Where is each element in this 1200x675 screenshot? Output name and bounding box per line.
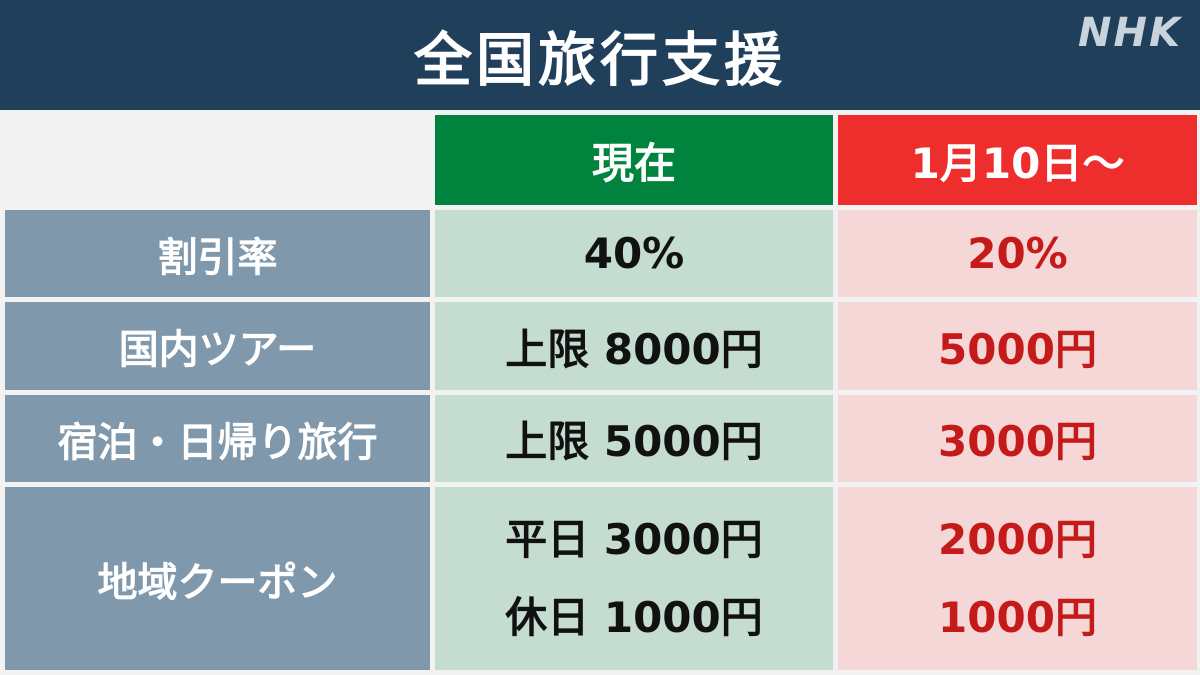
row-label: 割引率 (5, 210, 430, 297)
new-value: 5000円 (838, 302, 1197, 390)
current-value: 40% (435, 210, 833, 297)
weekday-value: 平日 3000円 (505, 514, 763, 564)
row-label: 国内ツアー (5, 302, 430, 390)
new-value-group: 2000円 1000円 (838, 487, 1197, 670)
title-bar: 全国旅行支援 NHK (0, 0, 1200, 110)
new-value: 20% (838, 210, 1197, 297)
nhk-logo: NHK (1078, 10, 1182, 56)
current-value: 上限 5000円 (435, 395, 833, 482)
column-header-new: 1月10日〜 (838, 115, 1197, 205)
row-label: 地域クーポン (5, 487, 430, 670)
row-label: 宿泊・日帰り旅行 (5, 395, 430, 482)
new-value: 3000円 (838, 395, 1197, 482)
weekday-new-value: 2000円 (938, 514, 1097, 564)
current-value-group: 平日 3000円 休日 1000円 (435, 487, 833, 670)
current-value: 上限 8000円 (435, 302, 833, 390)
page-title: 全国旅行支援 (413, 26, 786, 94)
holiday-value: 休日 1000円 (505, 592, 763, 642)
column-header-current: 現在 (435, 115, 833, 205)
holiday-new-value: 1000円 (938, 592, 1097, 642)
